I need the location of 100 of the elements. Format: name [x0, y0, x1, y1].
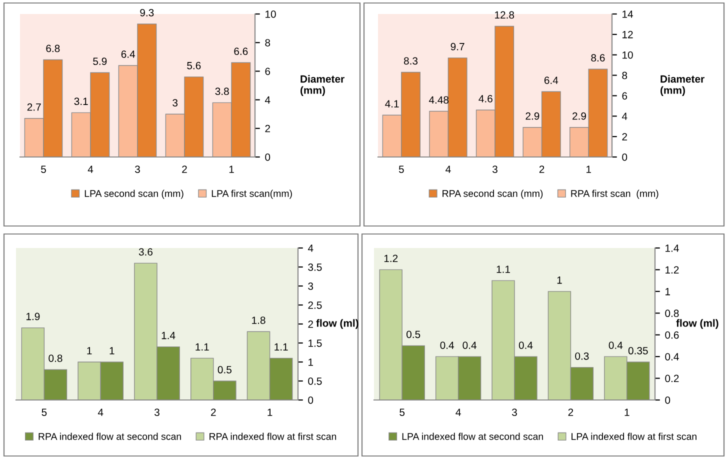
y-tick-label: 1.5 [308, 340, 322, 347]
data-label: 3.1 [74, 98, 88, 106]
y-tick-label: 8 [622, 72, 628, 80]
data-label: 1 [557, 276, 562, 284]
data-label: 1.9 [26, 312, 40, 320]
x-tick-label: 4 [456, 408, 461, 416]
x-tick-label: 5 [42, 408, 47, 416]
data-label: 6.6 [234, 48, 248, 56]
y-tick-label: 0.6 [665, 331, 679, 339]
data-label: 9.7 [450, 42, 464, 50]
x-tick-label: 4 [446, 166, 451, 173]
data-label: 0.3 [575, 352, 589, 360]
data-label: 1.2 [384, 254, 398, 262]
data-label: 1.1 [496, 266, 510, 273]
data-label: 3 [172, 99, 178, 106]
data-label: 6.4 [544, 76, 558, 84]
y-tick-label: 0.4 [665, 353, 679, 360]
x-tick-label: 3 [512, 408, 517, 416]
x-tick-label: 3 [492, 166, 498, 173]
data-label: 0.4 [462, 342, 476, 349]
y-tick-label: 14 [622, 10, 634, 18]
y-tick-label: 6 [622, 92, 628, 100]
data-label: 9.3 [140, 9, 154, 16]
data-label: 0.5 [218, 366, 232, 374]
legend-label: LPA first scan(mm) [212, 190, 292, 199]
data-label: 8.6 [591, 54, 605, 62]
data-label: 4.1 [385, 100, 399, 108]
data-label: 3.8 [215, 88, 229, 96]
y-tick-label: 0.8 [665, 310, 679, 318]
x-tick-label: 5 [41, 166, 46, 173]
y-tick-label: 0 [665, 396, 670, 404]
y-tick-label: 12 [622, 30, 633, 38]
legend-label: RPA first scan (mm) [571, 190, 658, 199]
x-tick-label: 1 [229, 166, 234, 173]
data-label: 3.6 [138, 248, 153, 256]
data-label: 2.9 [572, 112, 586, 120]
data-label: 1 [110, 347, 114, 354]
x-tick-label: 4 [98, 408, 104, 416]
x-tick-label: 2 [539, 166, 544, 173]
y-tick-label: 2 [308, 320, 313, 328]
y-axis-title: Diameter (mm) [660, 75, 704, 96]
y-tick-label: 0.5 [308, 378, 322, 385]
y-tick-label: 2 [622, 133, 627, 140]
data-label: 1.4 [162, 332, 176, 340]
legend-label: RPA second scan (mm) [442, 190, 543, 199]
data-label: 0.4 [518, 342, 533, 349]
data-label: 2.9 [526, 112, 540, 120]
data-label: 4.6 [478, 95, 492, 102]
data-label: 2.7 [27, 103, 41, 111]
data-label: 1 [87, 347, 92, 354]
data-label: 0.8 [48, 354, 62, 362]
x-tick-label: 2 [182, 166, 187, 173]
y-axis-title: Diameter (mm) [300, 75, 344, 96]
y-tick-label: 4 [308, 244, 314, 252]
data-label: 6.8 [46, 44, 60, 52]
data-label: 0.4 [440, 342, 454, 349]
y-tick-label: 1 [666, 288, 670, 296]
data-label: 8.3 [404, 57, 418, 65]
x-tick-label: 1 [586, 166, 591, 173]
y-tick-label: 1 [308, 358, 314, 366]
x-tick-label: 5 [398, 166, 404, 173]
y-tick-label: 10 [266, 10, 276, 18]
x-tick-label: 3 [154, 408, 160, 416]
data-label: 1.1 [196, 343, 209, 350]
data-label: 5.9 [93, 58, 107, 66]
data-label: 1.8 [252, 316, 266, 324]
y-tick-label: 4 [622, 112, 628, 120]
y-tick-label: 0 [622, 154, 628, 161]
y-tick-label: 1.4 [666, 244, 679, 252]
y-tick-label: 3 [308, 282, 314, 290]
data-label: 1.1 [274, 343, 288, 350]
y-axis-title: flow (ml) [316, 319, 358, 329]
x-tick-label: 2 [568, 408, 574, 416]
data-label: 6.4 [121, 50, 136, 58]
legend-label: LPA indexed flow at second scan [402, 432, 543, 440]
data-label: 0.35 [628, 347, 648, 354]
data-label: 0.5 [406, 330, 420, 338]
legend-label: RPA indexed flow at first scan [210, 432, 336, 440]
y-axis-title: flow (ml) [676, 319, 718, 329]
x-tick-label: 3 [135, 166, 140, 173]
x-tick-label: 5 [400, 408, 405, 416]
data-label: 4.48 [428, 96, 449, 104]
y-tick-label: 2.5 [308, 302, 322, 309]
y-tick-label: 1.2 [666, 266, 679, 274]
y-tick-label: 2 [265, 124, 270, 132]
y-tick-label: 6 [265, 68, 270, 76]
y-tick-label: 0 [308, 396, 314, 404]
y-tick-label: 8 [265, 39, 270, 46]
legend-label: RPA indexed flow at second scan [38, 432, 181, 440]
y-tick-label: 0.2 [665, 374, 679, 382]
data-label: 5.6 [187, 62, 201, 70]
x-tick-label: 4 [88, 166, 94, 173]
data-label: 12.8 [495, 11, 514, 19]
y-tick-label: 4 [264, 96, 270, 104]
legend-label: LPA second scan (mm) [84, 190, 184, 199]
x-tick-label: 2 [211, 408, 216, 416]
y-tick-label: 0 [265, 154, 270, 161]
y-tick-label: 10 [622, 51, 633, 59]
y-tick-label: 3.5 [308, 264, 322, 271]
legend-label: LPA indexed flow at first scan [572, 432, 696, 440]
